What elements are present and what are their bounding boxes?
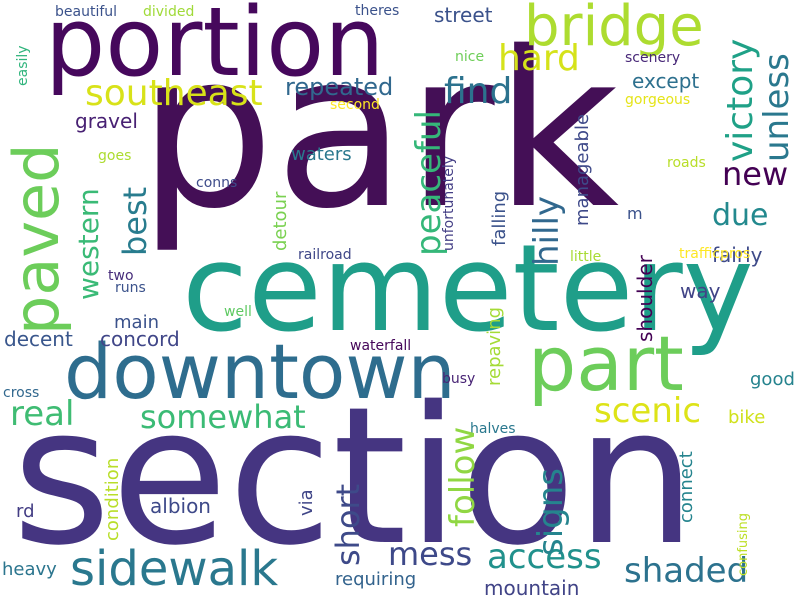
word: due: [712, 198, 769, 233]
word: except: [632, 69, 699, 93]
word: street: [434, 3, 493, 27]
word: shoulder: [633, 254, 657, 342]
word: little: [570, 249, 601, 265]
word: fairly: [712, 243, 763, 267]
word: hard: [498, 38, 580, 79]
word: repeated: [285, 73, 393, 101]
word: confusing: [736, 513, 751, 576]
word: albion: [150, 494, 211, 518]
word: peaceful: [409, 110, 449, 256]
word: mess: [388, 535, 472, 573]
word: short: [329, 484, 367, 566]
word: paved: [0, 143, 73, 335]
word: nice: [455, 49, 484, 65]
word: goes: [98, 148, 131, 164]
word: connect: [676, 451, 697, 523]
word: victory: [720, 39, 761, 162]
word: hilly: [527, 196, 567, 266]
word: western: [72, 188, 105, 300]
word: heavy: [2, 559, 57, 580]
word: shaded: [624, 551, 748, 591]
word: gorgeous: [625, 92, 690, 108]
word: sidewalk: [70, 541, 278, 597]
word: theres: [355, 3, 399, 19]
word: scenery: [625, 50, 680, 66]
word: divided: [143, 4, 194, 20]
word: scenic: [594, 391, 701, 431]
word: roads: [667, 155, 706, 171]
word: decent: [4, 327, 73, 351]
word: trafficpros: [679, 246, 750, 262]
word: southeast: [85, 73, 263, 114]
word: m: [627, 204, 643, 223]
word: via: [296, 489, 317, 516]
word: new: [722, 155, 788, 193]
word: portion: [45, 0, 384, 98]
word: bridge: [524, 0, 704, 59]
word: downtown: [64, 327, 456, 416]
word: detour: [270, 191, 291, 251]
word: good: [750, 369, 795, 390]
word: railroad: [298, 247, 352, 263]
word: access: [487, 537, 602, 577]
word: repaving: [484, 307, 505, 386]
word: busy: [442, 371, 475, 387]
word: follow: [443, 427, 483, 527]
word: find: [444, 71, 512, 112]
word: waterfall: [350, 338, 411, 354]
word: rd: [16, 501, 35, 522]
word: gravel: [75, 109, 138, 133]
word: concord: [100, 327, 180, 351]
word: part: [528, 319, 684, 408]
word: conns: [196, 175, 237, 191]
word: runs: [115, 280, 146, 296]
word: park: [138, 5, 619, 256]
word: section: [12, 366, 696, 587]
word: bike: [728, 407, 765, 428]
word: condition: [102, 458, 123, 541]
word: unless: [757, 53, 797, 162]
word: waters: [291, 144, 352, 165]
word: beautiful: [55, 4, 117, 20]
word: mountain: [484, 576, 579, 600]
word: requiring: [335, 569, 416, 590]
word: cross: [3, 385, 39, 401]
word: halves: [470, 421, 516, 437]
word: somewhat: [140, 398, 306, 436]
word: unfortunately: [441, 156, 457, 251]
word: best: [116, 187, 154, 256]
word: well: [224, 304, 252, 320]
word: two: [108, 268, 134, 284]
word: main: [114, 312, 159, 333]
word: real: [10, 394, 74, 434]
word: second: [330, 97, 380, 113]
word: falling: [489, 191, 510, 246]
word: signs: [531, 468, 571, 556]
word: easily: [15, 45, 31, 86]
word: manageable: [572, 114, 593, 226]
word: way: [680, 279, 721, 303]
word: cemetery: [182, 220, 754, 359]
